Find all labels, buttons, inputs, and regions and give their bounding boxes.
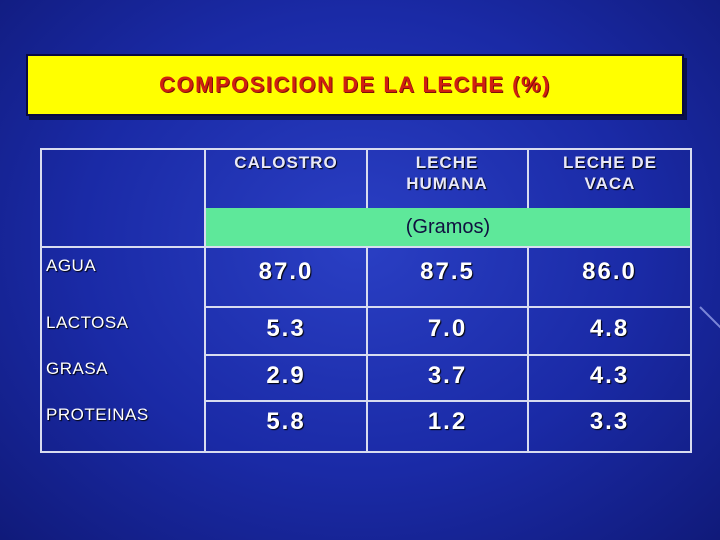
col-divider-2 bbox=[366, 148, 368, 208]
row-label-lactosa: LACTOSA bbox=[46, 313, 129, 332]
row-label-grasa: GRASA bbox=[46, 359, 109, 378]
col-divider-3b bbox=[527, 246, 529, 453]
row-divider-header bbox=[40, 246, 692, 248]
col-divider-1 bbox=[204, 148, 206, 453]
cell-grasa-calostro: 2.9 bbox=[266, 362, 306, 389]
header-calostro: CALOSTRO bbox=[234, 153, 338, 172]
row-divider-1 bbox=[204, 306, 692, 308]
cell-proteinas-calostro: 5.8 bbox=[266, 408, 306, 435]
col-divider-3 bbox=[527, 148, 529, 208]
cell-grasa-humana: 3.7 bbox=[427, 362, 468, 389]
header-leche-humana: LECHE HUMANA bbox=[406, 153, 488, 193]
cell-proteinas-humana: 1.2 bbox=[427, 408, 468, 435]
slide-title: COMPOSICION DE LA LECHE (%) bbox=[159, 72, 551, 97]
col-divider-2b bbox=[366, 246, 368, 453]
header-leche-vaca: LECHE DE VACA bbox=[563, 153, 657, 193]
row-divider-3 bbox=[204, 400, 692, 402]
row-label-proteinas: PROTEINAS bbox=[46, 405, 149, 424]
units-label: (Gramos) bbox=[405, 215, 491, 238]
cell-lactosa-calostro: 5.3 bbox=[266, 315, 306, 342]
cell-proteinas-vaca: 3.3 bbox=[589, 408, 630, 435]
cell-agua-humana: 87.5 bbox=[420, 258, 475, 285]
row-label-agua: AGUA bbox=[46, 256, 97, 275]
cell-agua-vaca: 86.0 bbox=[582, 258, 637, 285]
cell-agua-calostro: 87.0 bbox=[258, 258, 314, 285]
cell-grasa-vaca: 4.3 bbox=[589, 362, 630, 389]
row-divider-2 bbox=[204, 354, 692, 356]
cell-lactosa-vaca: 4.8 bbox=[589, 315, 630, 342]
cell-lactosa-humana: 7.0 bbox=[427, 315, 468, 342]
decorative-slash bbox=[699, 306, 720, 329]
title-banner: COMPOSICION DE LA LECHE (%) bbox=[26, 54, 684, 116]
units-band: (Gramos) bbox=[206, 208, 690, 246]
